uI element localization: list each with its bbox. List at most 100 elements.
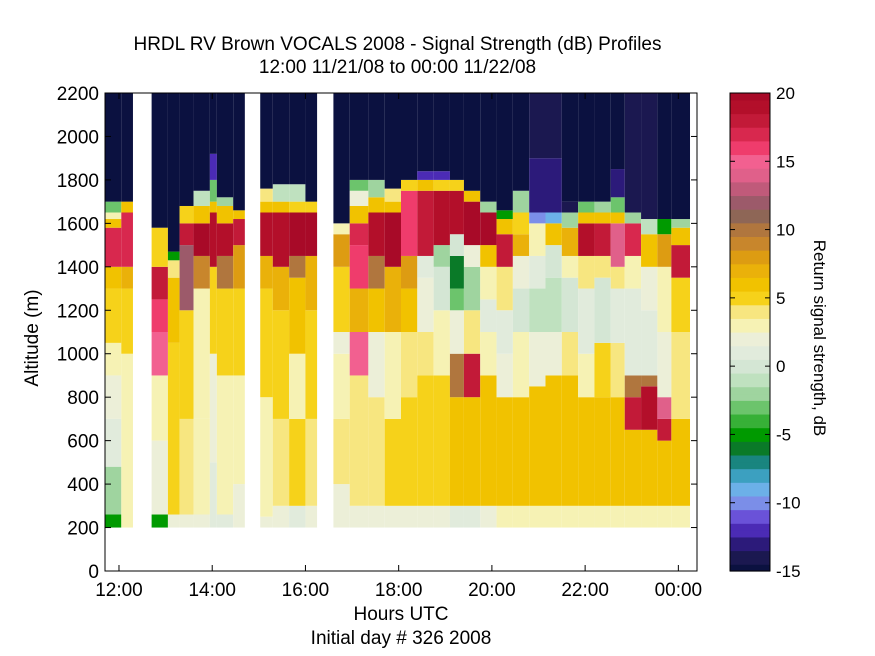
heatmap-cell (105, 467, 121, 515)
heatmap-cell (657, 234, 671, 267)
heatmap-cell (578, 354, 594, 397)
heatmap-cell (641, 93, 657, 219)
colorbar-tick-label: -10 (776, 494, 801, 513)
heatmap-cell (385, 213, 401, 267)
colorbar-swatch (730, 373, 770, 380)
heatmap-cell (260, 93, 273, 189)
colorbar-swatch (730, 462, 770, 469)
heatmap-cell (194, 419, 210, 515)
heatmap-cell (305, 202, 317, 213)
heatmap-cell (594, 93, 610, 202)
colorbar-swatch (730, 407, 770, 414)
heatmap-cell (497, 210, 513, 219)
heatmap-cell (513, 93, 529, 191)
colorbar-swatch (730, 339, 770, 346)
heatmap-cell (210, 93, 217, 154)
heatmap-cell (417, 375, 433, 505)
y-tick-label: 1400 (57, 258, 99, 279)
heatmap-cell (434, 506, 450, 528)
heatmap-cell (657, 506, 671, 528)
heatmap-cell (417, 171, 433, 180)
heatmap-cell (464, 202, 480, 245)
heatmap-cell (464, 267, 480, 310)
heatmap-cell (497, 310, 513, 353)
colorbar-swatch (730, 455, 770, 462)
colorbar-swatch (730, 120, 770, 127)
heatmap-cell (333, 332, 349, 354)
heatmap-cell (480, 267, 496, 300)
colorbar-swatch (730, 503, 770, 510)
colorbar-swatch (730, 544, 770, 551)
heatmap-cell (434, 310, 450, 375)
y-tick-label: 1600 (57, 214, 99, 235)
heatmap-cell (671, 245, 690, 278)
heatmap-cell (529, 506, 545, 528)
colorbar-swatch (730, 271, 770, 278)
colorbar-swatch (730, 243, 770, 250)
heatmap-cell (152, 332, 168, 375)
heatmap-cell (289, 419, 305, 506)
heatmap-cell (385, 332, 401, 419)
y-tick-label: 200 (67, 519, 99, 540)
heatmap-cell (180, 245, 194, 310)
heatmap-cell (625, 397, 641, 430)
heatmap-cell (105, 289, 121, 343)
heatmap-cell (625, 213, 641, 224)
heatmap-cell (417, 332, 433, 375)
heatmap-cell (217, 197, 233, 206)
colorbar-swatch (730, 496, 770, 503)
y-axis-label: Altitude (m) (22, 289, 43, 386)
heatmap-cell (333, 234, 349, 267)
heatmap-cell (401, 289, 417, 332)
heatmap-cell (513, 234, 529, 256)
heatmap-cell (450, 397, 464, 506)
heatmap-cells (105, 93, 690, 528)
heatmap-cell (671, 219, 690, 228)
heatmap-cell (625, 375, 641, 397)
heatmap-cell (350, 191, 369, 206)
heatmap-cell (578, 93, 594, 202)
heatmap-cell (105, 267, 121, 289)
heatmap-cell (562, 278, 578, 332)
colorbar-swatch (730, 305, 770, 312)
colorbar-swatch (730, 387, 770, 394)
heatmap-cell (273, 202, 289, 213)
heatmap-cell (562, 506, 578, 528)
colorbar-swatch (730, 380, 770, 387)
heatmap-cell (546, 375, 562, 505)
heatmap-cell (546, 332, 562, 375)
colorbar-swatch (730, 298, 770, 305)
heatmap-cell (368, 180, 384, 197)
heatmap-cell (289, 354, 305, 419)
heatmap-cell (611, 223, 625, 266)
heatmap-cell (546, 278, 562, 332)
heatmap-cell (480, 93, 496, 202)
heatmap-cell (594, 256, 610, 278)
heatmap-cell (305, 506, 317, 528)
heatmap-cell (385, 419, 401, 506)
heatmap-cell (546, 158, 562, 212)
heatmap-cell (625, 256, 641, 289)
heatmap-cell (611, 397, 625, 506)
heatmap-cell (578, 202, 594, 213)
heatmap-cell (450, 289, 464, 311)
heatmap-cell (194, 223, 210, 256)
heatmap-cell (562, 375, 578, 505)
colorbar-swatch (730, 537, 770, 544)
heatmap-cell (152, 267, 168, 300)
heatmap-cell (233, 289, 245, 376)
heatmap-cell (350, 180, 369, 191)
heatmap-cell (657, 332, 671, 397)
heatmap-cell (450, 506, 464, 528)
heatmap-cell (273, 419, 289, 506)
heatmap-cell (641, 267, 657, 310)
heatmap-cell (289, 93, 305, 184)
colorbar-swatch (730, 148, 770, 155)
heatmap-cell (641, 310, 657, 375)
heatmap-cell (350, 289, 369, 332)
heatmap-cell (562, 213, 578, 228)
heatmap-cell (273, 213, 289, 267)
heatmap-cell (611, 93, 625, 169)
heatmap-cell (260, 256, 273, 289)
heatmap-cell (194, 191, 210, 206)
